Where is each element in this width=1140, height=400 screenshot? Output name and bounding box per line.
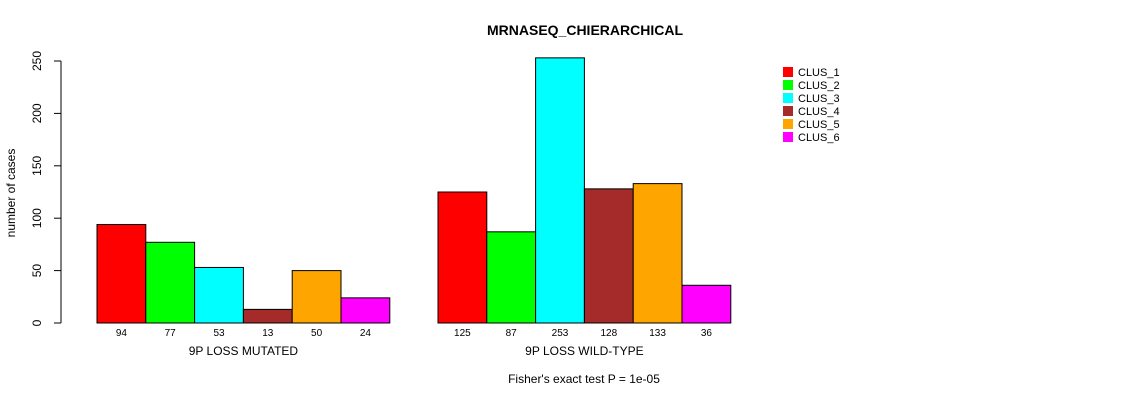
bar-value-label: 253 xyxy=(552,328,569,339)
bar-clus-5-group-1 xyxy=(291,270,342,324)
bar-clus-6-group-2 xyxy=(681,284,732,324)
legend-label: CLUS_3 xyxy=(798,93,840,105)
legend-label: CLUS_6 xyxy=(798,132,840,144)
fisher-test-note: Fisher's exact test P = 1e-05 xyxy=(508,372,660,386)
legend-swatch xyxy=(783,93,793,103)
legend-swatch xyxy=(783,80,793,90)
chart-title: MRNASEQ_CHIERARCHICAL xyxy=(487,22,683,38)
y-tick-label: 200 xyxy=(30,103,44,123)
bar-clus-1-group-1 xyxy=(96,223,147,324)
bar-clus-4-group-1 xyxy=(242,308,293,324)
bar-clus-3-group-2 xyxy=(535,57,585,324)
group-label: 9P LOSS WILD-TYPE xyxy=(525,344,643,358)
legend-label: CLUS_4 xyxy=(798,106,840,118)
bar-value-label: 24 xyxy=(360,328,372,339)
bar-clus-2-group-1 xyxy=(145,241,196,324)
bar-value-label: 125 xyxy=(454,328,471,339)
legend-label: CLUS_2 xyxy=(798,80,840,92)
legend-label: CLUS_5 xyxy=(798,119,840,131)
bar-value-label: 133 xyxy=(649,328,666,339)
bars: 94 77 53 13 50 24 125 87 253 128 133 36 xyxy=(96,57,732,339)
y-tick-label: 150 xyxy=(30,155,44,175)
bar-value-label: 36 xyxy=(701,328,713,339)
bar-clus-3-group-1 xyxy=(194,266,244,324)
bar-value-label: 128 xyxy=(600,328,617,339)
y-tick-label: 0 xyxy=(30,319,44,326)
bar-value-label: 87 xyxy=(506,328,518,339)
group-label: 9P LOSS MUTATED xyxy=(189,344,299,358)
y-tick-label: 50 xyxy=(30,264,44,278)
bar-value-label: 94 xyxy=(116,328,128,339)
legend-swatch xyxy=(783,67,793,77)
legend-swatch xyxy=(783,106,793,116)
bar-clus-2-group-2 xyxy=(486,231,537,324)
y-tick-label: 250 xyxy=(30,51,44,71)
legend-label: CLUS_1 xyxy=(798,67,840,79)
bar-clus-6-group-1 xyxy=(340,297,391,324)
group-labels: 9P LOSS MUTATED 9P LOSS WILD-TYPE xyxy=(189,344,644,358)
bar-value-label: 53 xyxy=(213,328,225,339)
bar-value-label: 13 xyxy=(262,328,274,339)
y-tick-label: 100 xyxy=(30,208,44,228)
y-axis: 0 50 100 150 200 250 xyxy=(30,51,62,326)
legend-swatch xyxy=(783,119,793,129)
bar-value-label: 77 xyxy=(165,328,177,339)
bar-clus-4-group-2 xyxy=(583,188,634,324)
y-axis-label: number of cases xyxy=(4,149,18,238)
bar-value-label: 50 xyxy=(311,328,323,339)
bar-clus-5-group-2 xyxy=(632,183,683,324)
bar-clus-1-group-2 xyxy=(437,191,488,324)
legend-swatch xyxy=(783,132,793,142)
